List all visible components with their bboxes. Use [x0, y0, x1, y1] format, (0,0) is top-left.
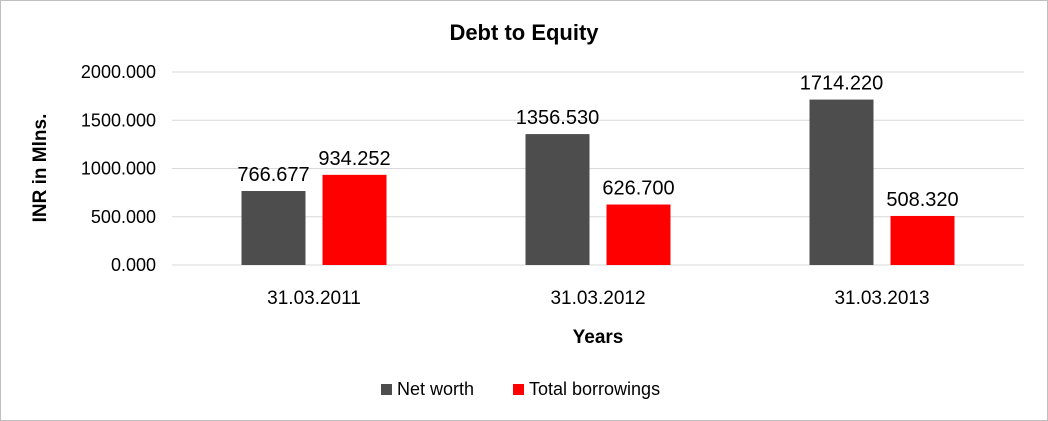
x-tick-label: 31.03.2013: [834, 288, 929, 309]
y-axis-ticks: 0.000 500.000 1000.000 1500.000 2000.000: [81, 62, 156, 275]
y-tick-label: 0.000: [111, 255, 156, 275]
legend-swatch: [513, 384, 524, 395]
data-label: 508.320: [886, 189, 958, 211]
legend-label: Net worth: [397, 379, 474, 399]
y-tick-label: 2000.000: [81, 62, 156, 82]
data-labels: 766.677 934.252 1356.530 626.700 1714.220 508…: [237, 73, 958, 211]
bar-net-worth: [241, 191, 306, 265]
data-label: 626.700: [602, 178, 674, 200]
y-tick-label: 1500.000: [81, 110, 156, 130]
legend-swatch: [381, 384, 392, 395]
x-tick-label: 31.03.2011: [267, 288, 361, 309]
data-label: 934.252: [318, 148, 390, 170]
y-tick-label: 500.000: [91, 207, 156, 227]
x-axis-categories: 31.03.2011 31.03.2012 31.03.2013: [267, 288, 929, 309]
bar-net-worth: [525, 134, 590, 265]
x-tick-label: 31.03.2012: [550, 288, 645, 309]
bar-total-borrowings: [890, 215, 955, 265]
data-label: 766.677: [237, 164, 309, 186]
chart-title: Debt to Equity: [449, 20, 599, 45]
bars: [241, 99, 955, 266]
bar-net-worth: [809, 99, 874, 266]
bar-total-borrowings: [322, 174, 387, 265]
y-axis-title: INR in Mlns.: [30, 114, 51, 223]
gridlines: [172, 71, 1024, 266]
x-axis-title: Years: [573, 327, 624, 348]
y-tick-label: 1000.000: [81, 159, 156, 179]
data-label: 1356.530: [516, 107, 599, 129]
bar-total-borrowings: [606, 204, 671, 265]
data-label: 1714.220: [800, 73, 883, 95]
legend: Net worth Total borrowings: [381, 379, 660, 399]
legend-label: Total borrowings: [529, 379, 660, 399]
